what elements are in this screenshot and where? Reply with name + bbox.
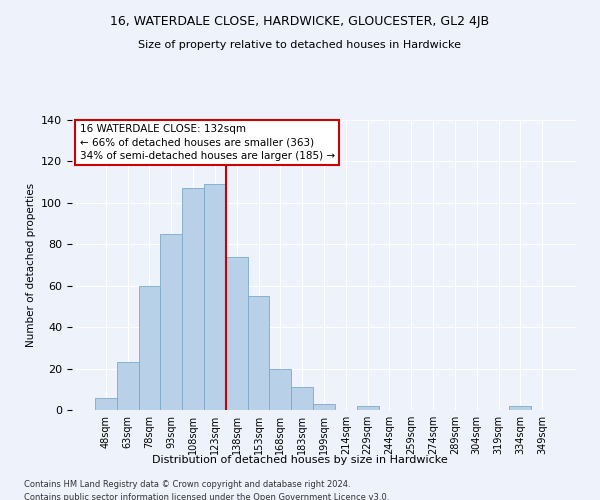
Bar bbox=[291, 387, 313, 410]
Bar bbox=[117, 362, 139, 410]
Text: Distribution of detached houses by size in Hardwicke: Distribution of detached houses by size … bbox=[152, 455, 448, 465]
Bar bbox=[139, 286, 160, 410]
Bar bbox=[509, 406, 531, 410]
Bar bbox=[357, 406, 379, 410]
Bar bbox=[160, 234, 182, 410]
Bar bbox=[313, 404, 335, 410]
Bar bbox=[95, 398, 117, 410]
Bar bbox=[269, 368, 291, 410]
Bar bbox=[204, 184, 226, 410]
Text: Size of property relative to detached houses in Hardwicke: Size of property relative to detached ho… bbox=[139, 40, 461, 50]
Text: Contains public sector information licensed under the Open Government Licence v3: Contains public sector information licen… bbox=[24, 492, 389, 500]
Bar bbox=[182, 188, 204, 410]
Text: 16, WATERDALE CLOSE, HARDWICKE, GLOUCESTER, GL2 4JB: 16, WATERDALE CLOSE, HARDWICKE, GLOUCEST… bbox=[110, 15, 490, 28]
Bar bbox=[248, 296, 269, 410]
Y-axis label: Number of detached properties: Number of detached properties bbox=[26, 183, 35, 347]
Text: Contains HM Land Registry data © Crown copyright and database right 2024.: Contains HM Land Registry data © Crown c… bbox=[24, 480, 350, 489]
Bar bbox=[226, 256, 248, 410]
Text: 16 WATERDALE CLOSE: 132sqm
← 66% of detached houses are smaller (363)
34% of sem: 16 WATERDALE CLOSE: 132sqm ← 66% of deta… bbox=[80, 124, 335, 161]
